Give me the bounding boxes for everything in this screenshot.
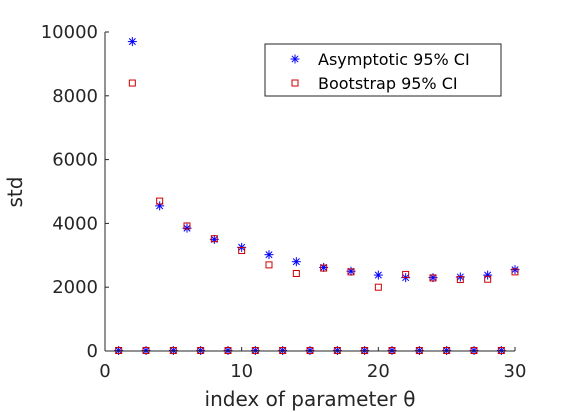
data-point bbox=[183, 222, 191, 230]
data-point bbox=[402, 270, 410, 278]
x-tick-label: 0 bbox=[99, 361, 110, 382]
legend: Asymptotic 95% CI Bootstrap 95% CI bbox=[264, 43, 502, 97]
y-tick-label: 0 bbox=[87, 341, 98, 362]
data-point bbox=[156, 197, 164, 205]
legend-marker-bootstrap bbox=[291, 79, 299, 87]
legend-label-bootstrap: Bootstrap 95% CI bbox=[318, 74, 458, 93]
y-tick-label: 2000 bbox=[52, 277, 98, 298]
data-point bbox=[429, 274, 437, 282]
x-tick-label: 30 bbox=[504, 361, 527, 382]
data-point bbox=[265, 261, 273, 269]
data-point bbox=[373, 270, 383, 280]
data-point bbox=[127, 37, 137, 47]
y-tick-label: 6000 bbox=[52, 150, 98, 171]
legend-label-asymptotic: Asymptotic 95% CI bbox=[318, 50, 470, 69]
legend-box bbox=[264, 43, 502, 97]
axes-layer bbox=[104, 32, 515, 352]
data-point bbox=[511, 268, 519, 276]
x-tick-label: 10 bbox=[230, 361, 253, 382]
x-axis-label: index of parameter θ bbox=[205, 387, 416, 411]
data-point bbox=[374, 283, 382, 291]
data-point bbox=[210, 235, 218, 243]
asterisk-icon bbox=[290, 54, 300, 64]
data-point bbox=[484, 275, 492, 283]
y-axis-label: std bbox=[3, 177, 27, 208]
data-point bbox=[483, 270, 493, 280]
data-point bbox=[291, 257, 301, 267]
data-point bbox=[456, 276, 464, 284]
square-icon bbox=[291, 79, 299, 87]
data-point bbox=[264, 250, 274, 260]
x-tick-label: 20 bbox=[367, 361, 390, 382]
y-tick-label: 10000 bbox=[41, 22, 98, 43]
data-point bbox=[128, 79, 136, 87]
y-tick-label: 8000 bbox=[52, 86, 98, 107]
legend-marker-asymptotic bbox=[290, 54, 300, 64]
y-tick-label: 4000 bbox=[52, 213, 98, 234]
ticks-layer: 0 10 20 30 0 2000 4000 6000 8000 10000 bbox=[41, 22, 527, 382]
data-point bbox=[292, 269, 300, 277]
data-point bbox=[238, 247, 246, 255]
data-point bbox=[347, 268, 355, 276]
data-point bbox=[320, 264, 328, 272]
